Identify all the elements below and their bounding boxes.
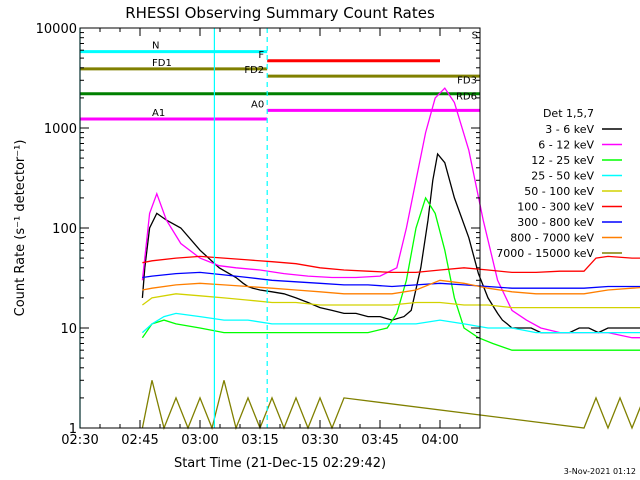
y-tick-label-10: 10 [60,322,77,337]
flag-label-s: S [472,31,478,42]
series-800-7000-kev [142,279,640,295]
flag-label-f: F [258,50,264,61]
x-tick-label-03-30: 03:30 [301,433,338,448]
series-50-100-kev [142,293,640,309]
x-tick-label-03-00: 03:00 [181,433,218,448]
flag-label-n: N [152,41,159,52]
axes-layer: 02:30 02:45 03:00 03:15 03:30 03:45 04:00 1 10 10… [36,22,480,448]
y-tick-label-10000: 10000 [36,22,77,37]
y-tick-label-1: 1 [69,422,77,437]
footer-date: 3-Nov-2021 01:12 [564,467,636,476]
x-tick-label-02-30: 02:30 [61,433,98,448]
x-tick-label-03-15: 03:15 [241,433,278,448]
series-25-50-kev [141,312,640,334]
legend-label-7000-15000-kev: 7000 - 15000 keV [496,247,594,260]
series-12-25-kev [141,196,640,351]
flag-label-a0: A0 [251,99,264,110]
legend-label-800-7000-kev: 800 - 7000 keV [510,232,594,245]
series-300-800-kev [142,271,640,289]
series-6-12-kev [141,87,640,339]
legend-label-12-25-kev: 12 - 25 keV [531,154,594,167]
flag-label-fd3: FD3 [457,76,477,87]
x-axis-label: Start Time (21-Dec-15 02:29:42) [174,456,386,471]
series-3-6-kev [141,152,640,334]
series-layer [141,87,640,431]
legend-label-50-100-kev: 50 - 100 keV [524,185,594,198]
legend-label-3-6-kev: 3 - 6 keV [545,123,594,136]
y-tick-label-100: 100 [52,222,77,237]
chart-title: RHESSI Observing Summary Count Rates [125,4,435,22]
y-tick-label-1000: 1000 [44,122,77,137]
legend-label-25-50-kev: 25 - 50 keV [531,170,594,183]
series-100-300-kev [142,255,640,274]
flag-label-fd1: FD1 [152,58,172,69]
legend-label-6-12-kev: 6 - 12 keV [538,139,594,152]
legend: Det 1,5,7 3 - 6 keV 6 - 12 keV 12 - 25 keV 2… [496,107,622,260]
x-tick-label-02-45: 02:45 [121,433,158,448]
flags-layer: NFFD1FD2FD3RD0RD6A0A1S [80,31,480,121]
flag-label-a1: A1 [152,108,165,119]
legend-label-300-800-kev: 300 - 800 keV [517,216,594,229]
y-axis-label: Count Rate (s⁻¹ detector⁻¹) [13,140,28,317]
x-tick-label-04-00: 04:00 [421,433,458,448]
flag-label-rd6: RD6 [456,91,477,102]
x-tick-label-03-45: 03:45 [361,433,398,448]
legend-title: Det 1,5,7 [543,107,594,120]
series-7000-15000-kev [141,380,640,431]
legend-label-100-300-kev: 100 - 300 keV [517,201,594,214]
flag-label-fd2: FD2 [244,65,264,76]
